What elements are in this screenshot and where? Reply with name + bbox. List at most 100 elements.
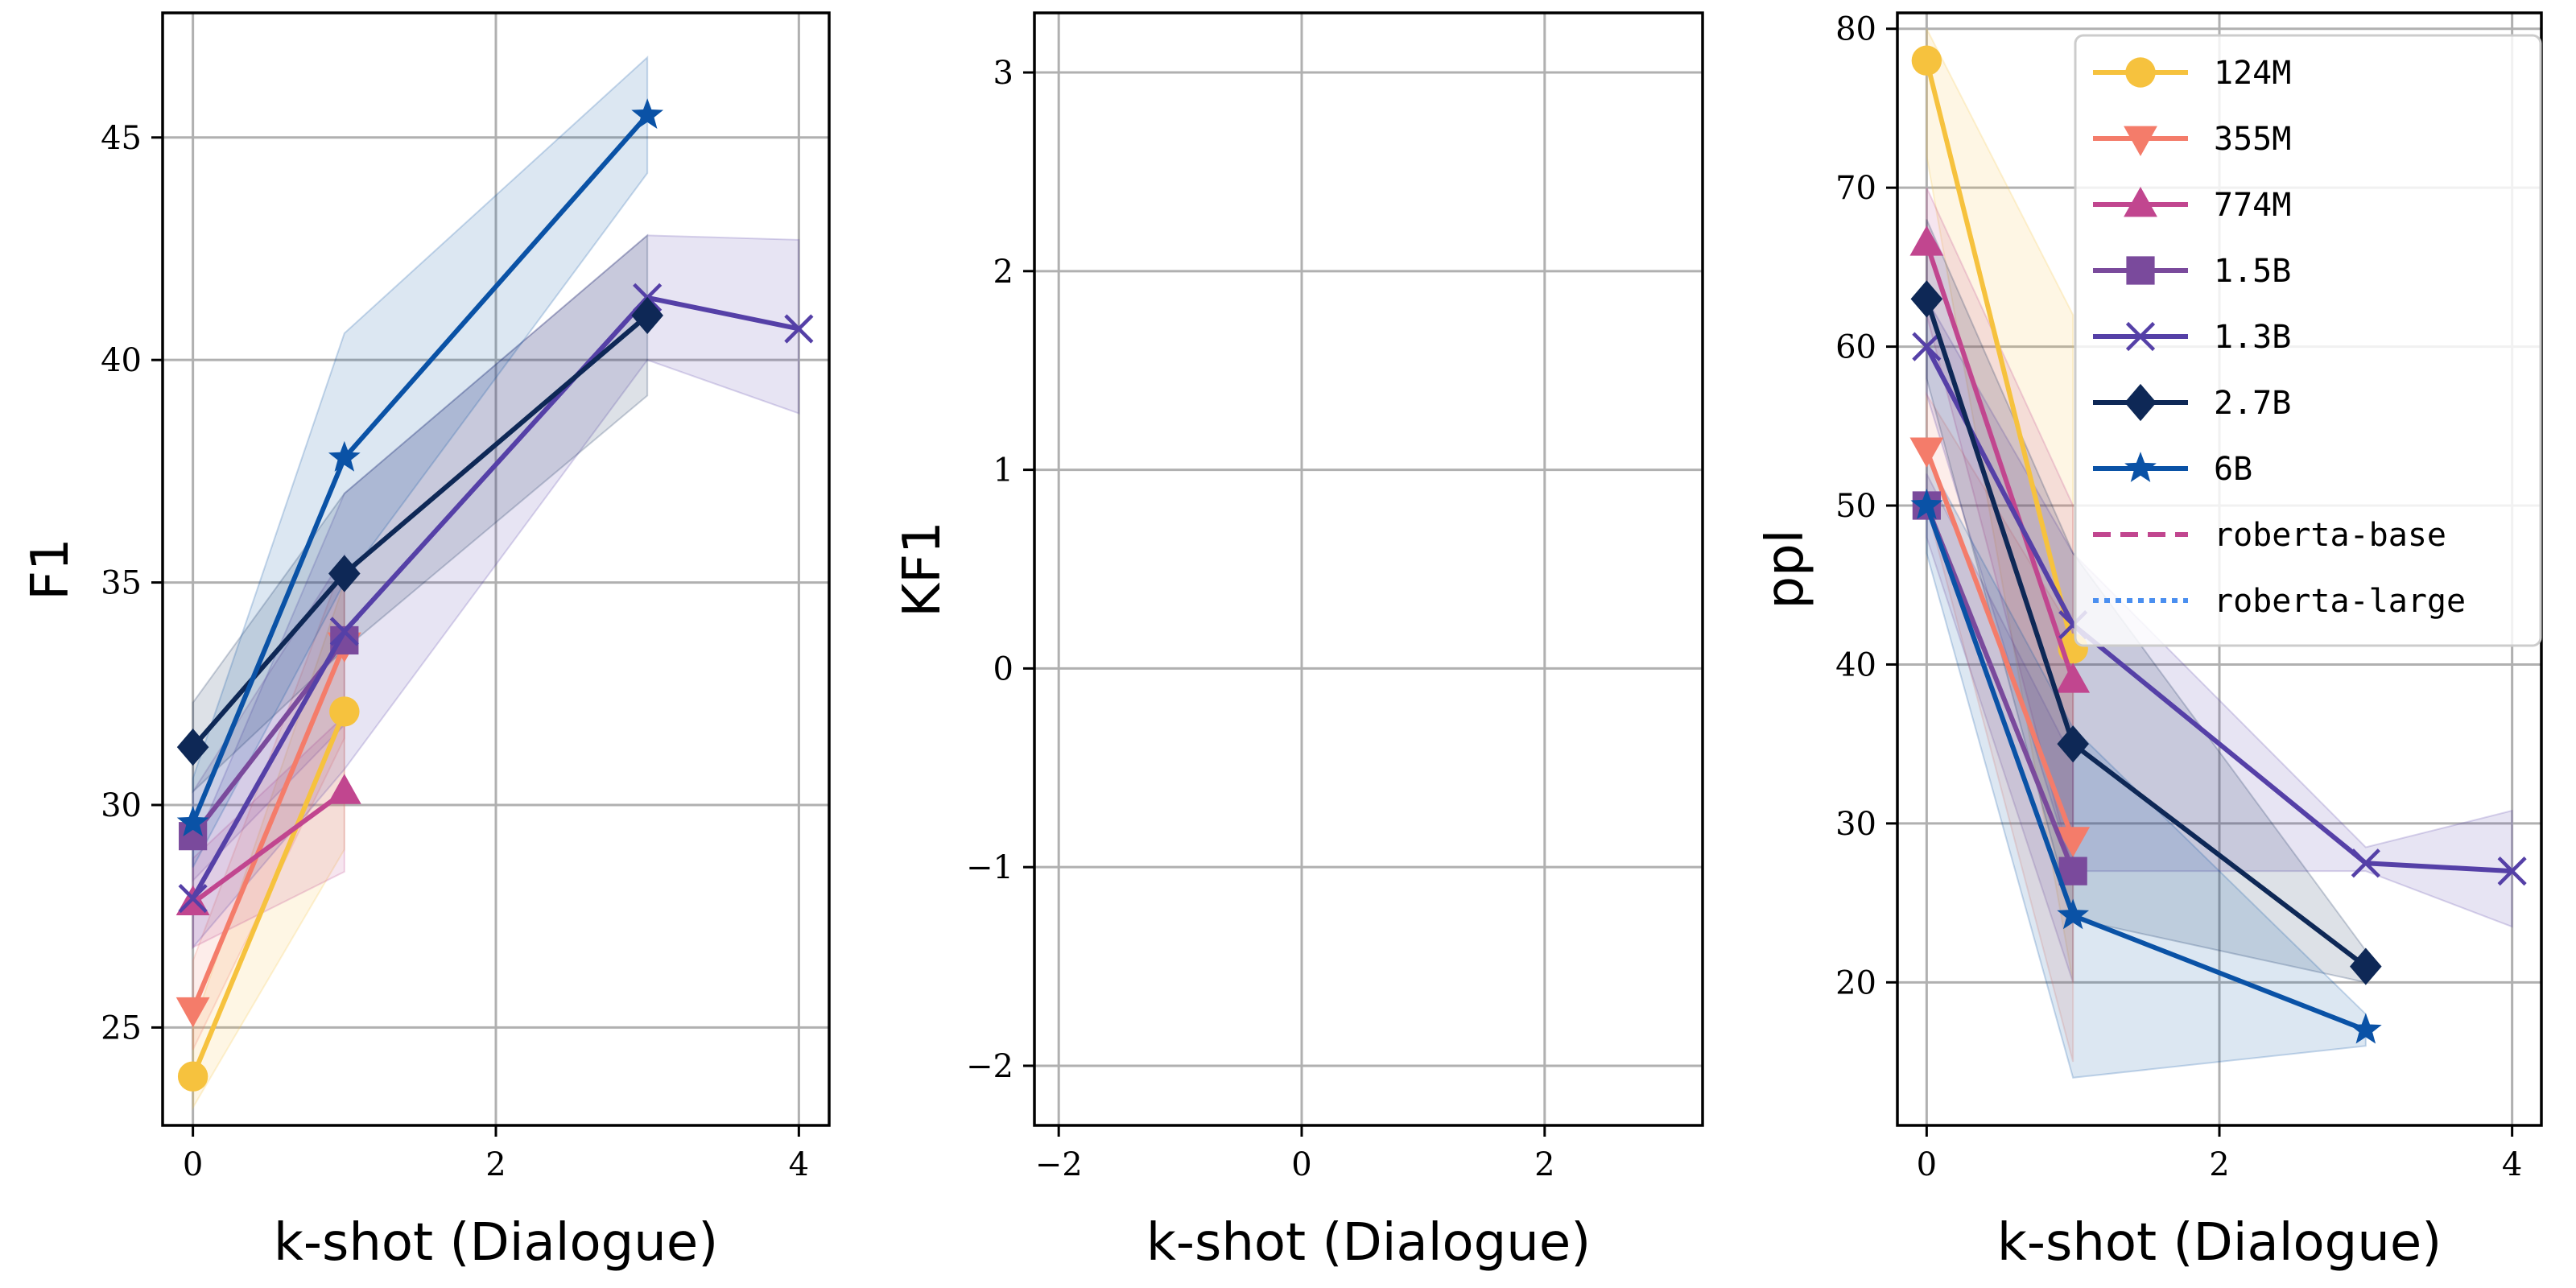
y-tick-label: 40 bbox=[101, 342, 142, 379]
series-line-124M bbox=[1924, 60, 2076, 650]
x-tick-label: 0 bbox=[1291, 1146, 1311, 1183]
data-point-355M bbox=[175, 997, 210, 1028]
legend-entry: 1.5B bbox=[2093, 253, 2291, 290]
ppl-plot-area bbox=[1909, 28, 2527, 1079]
data-point-2.7B bbox=[1910, 280, 1943, 318]
x-tick-label: 0 bbox=[183, 1146, 203, 1183]
legend-label: 124M bbox=[2214, 55, 2291, 92]
y-tick-label: −2 bbox=[966, 1048, 1013, 1085]
x-axis-label: k-shot (Dialogue) bbox=[1146, 1213, 1591, 1273]
series-line-1.5B bbox=[1924, 504, 2075, 873]
series-line-124M bbox=[190, 710, 347, 1078]
data-point-1.3B bbox=[2351, 848, 2380, 878]
x-axis-label: k-shot (Dialogue) bbox=[274, 1213, 718, 1273]
band-1.3B bbox=[1926, 295, 2513, 928]
band-2.7B bbox=[192, 233, 649, 794]
y-tick-label: 2 bbox=[993, 254, 1013, 291]
data-point-6B bbox=[631, 98, 664, 130]
legend-marker-2.7B bbox=[2124, 383, 2157, 422]
data-point-355M bbox=[1909, 437, 1944, 468]
y-tick-label: 70 bbox=[1835, 170, 1876, 207]
y-tick-label: 20 bbox=[1835, 964, 1876, 1001]
legend-label: 1.3B bbox=[2214, 319, 2291, 356]
x-tick-label: 0 bbox=[1917, 1146, 1937, 1183]
legend: 124M 355M 774M 1.5B 1.3B 2.7B 6B roberta-base ro… bbox=[2074, 34, 2542, 647]
data-point-355M bbox=[2056, 827, 2091, 857]
legend-label: 2.7B bbox=[2214, 385, 2291, 422]
legend-entry: 2.7B bbox=[2093, 383, 2291, 422]
data-point-124M bbox=[329, 696, 360, 727]
data-point-1.3B bbox=[784, 314, 814, 344]
x-tick-label: −2 bbox=[1035, 1146, 1083, 1183]
data-point-1.3B bbox=[178, 883, 208, 914]
ppl-chart-panel: 0 2 4 20 30 40 50 60 70 80 k-shot (Dialogue) ppl 124… bbox=[1756, 11, 2543, 1273]
x-tick-label: 4 bbox=[789, 1146, 809, 1183]
data-point-6B bbox=[1910, 489, 1943, 519]
legend-label: 1.5B bbox=[2214, 253, 2291, 290]
legend-label: roberta-large bbox=[2214, 583, 2466, 620]
data-point-124M bbox=[177, 1061, 208, 1092]
band-6B bbox=[192, 56, 649, 868]
x-axis-label: k-shot (Dialogue) bbox=[1997, 1213, 2442, 1273]
y-axis-label: ppl bbox=[1756, 529, 1815, 609]
f1-gridlines bbox=[163, 13, 829, 1125]
x-tick-label: 4 bbox=[2502, 1146, 2522, 1183]
series-line-1.3B bbox=[1924, 345, 2512, 874]
series-line-774M bbox=[1924, 242, 2076, 682]
data-point-1.3B bbox=[2497, 857, 2527, 886]
y-axis-label: KF1 bbox=[893, 521, 952, 617]
f1-plot-area bbox=[175, 56, 814, 1111]
y-tick-label: 45 bbox=[101, 120, 142, 157]
y-tick-label: 80 bbox=[1835, 11, 1876, 48]
series-line-774M bbox=[191, 789, 346, 906]
kf1-gridlines bbox=[1034, 13, 1703, 1125]
data-point-6B bbox=[328, 440, 361, 472]
kf1-axes-frame bbox=[1033, 11, 1704, 1127]
series-line-355M bbox=[1924, 448, 2075, 840]
legend-marker-6B bbox=[2124, 452, 2157, 482]
data-point-1.5B bbox=[2058, 857, 2087, 886]
data-point-2.7B bbox=[2057, 725, 2089, 763]
data-point-2.7B bbox=[631, 296, 663, 335]
legend-label: roberta-base bbox=[2214, 517, 2446, 554]
legend-marker-124M bbox=[2125, 57, 2156, 88]
legend-label: 6B bbox=[2214, 451, 2252, 488]
band-355M bbox=[1926, 391, 2074, 1063]
y-tick-label: 50 bbox=[1835, 488, 1876, 525]
data-point-124M bbox=[1911, 45, 1942, 76]
y-axis-label: F1 bbox=[21, 538, 80, 601]
f1-chart-panel: 0 2 4 25 30 35 40 45 k-shot (Dialogue) F1 bbox=[21, 11, 831, 1273]
x-tick-label: 2 bbox=[485, 1146, 506, 1183]
legend-label: 774M bbox=[2214, 187, 2291, 224]
y-tick-label: 35 bbox=[101, 565, 142, 602]
legend-entry: 1.3B bbox=[2093, 319, 2291, 356]
x-tick-label: 2 bbox=[2209, 1146, 2229, 1183]
data-point-2.7B bbox=[176, 729, 209, 766]
legend-box bbox=[2074, 34, 2542, 647]
data-point-6B bbox=[2057, 898, 2090, 930]
series-line-1.3B bbox=[191, 295, 799, 900]
y-tick-label: 0 bbox=[993, 650, 1013, 687]
data-point-2.7B bbox=[2350, 947, 2382, 985]
data-point-6B bbox=[176, 806, 209, 837]
data-point-774M bbox=[2056, 663, 2091, 693]
legend-label: 355M bbox=[2214, 121, 2291, 158]
legend-entry: roberta-large bbox=[2093, 583, 2466, 620]
legend-entry: 774M bbox=[2093, 187, 2291, 224]
series-line-355M bbox=[190, 643, 347, 1011]
y-tick-label: 30 bbox=[1835, 806, 1876, 843]
data-point-6B bbox=[2349, 1013, 2382, 1044]
data-point-774M bbox=[327, 774, 361, 804]
legend-marker-1.3B bbox=[2125, 321, 2156, 352]
data-point-1.3B bbox=[1912, 332, 1942, 361]
y-tick-label: 25 bbox=[101, 1009, 142, 1046]
y-tick-label: 30 bbox=[101, 787, 142, 824]
y-tick-label: 3 bbox=[993, 55, 1013, 92]
legend-marker-1.5B bbox=[2126, 256, 2155, 285]
kf1-chart-panel: −2 0 2 −2 −1 0 1 2 3 k-shot (Dialogue) KF1 bbox=[893, 11, 1704, 1273]
legend-entry: 124M bbox=[2093, 55, 2291, 92]
y-tick-label: 60 bbox=[1835, 329, 1876, 366]
legend-entry: roberta-base bbox=[2093, 517, 2446, 554]
y-tick-label: 40 bbox=[1835, 646, 1876, 683]
